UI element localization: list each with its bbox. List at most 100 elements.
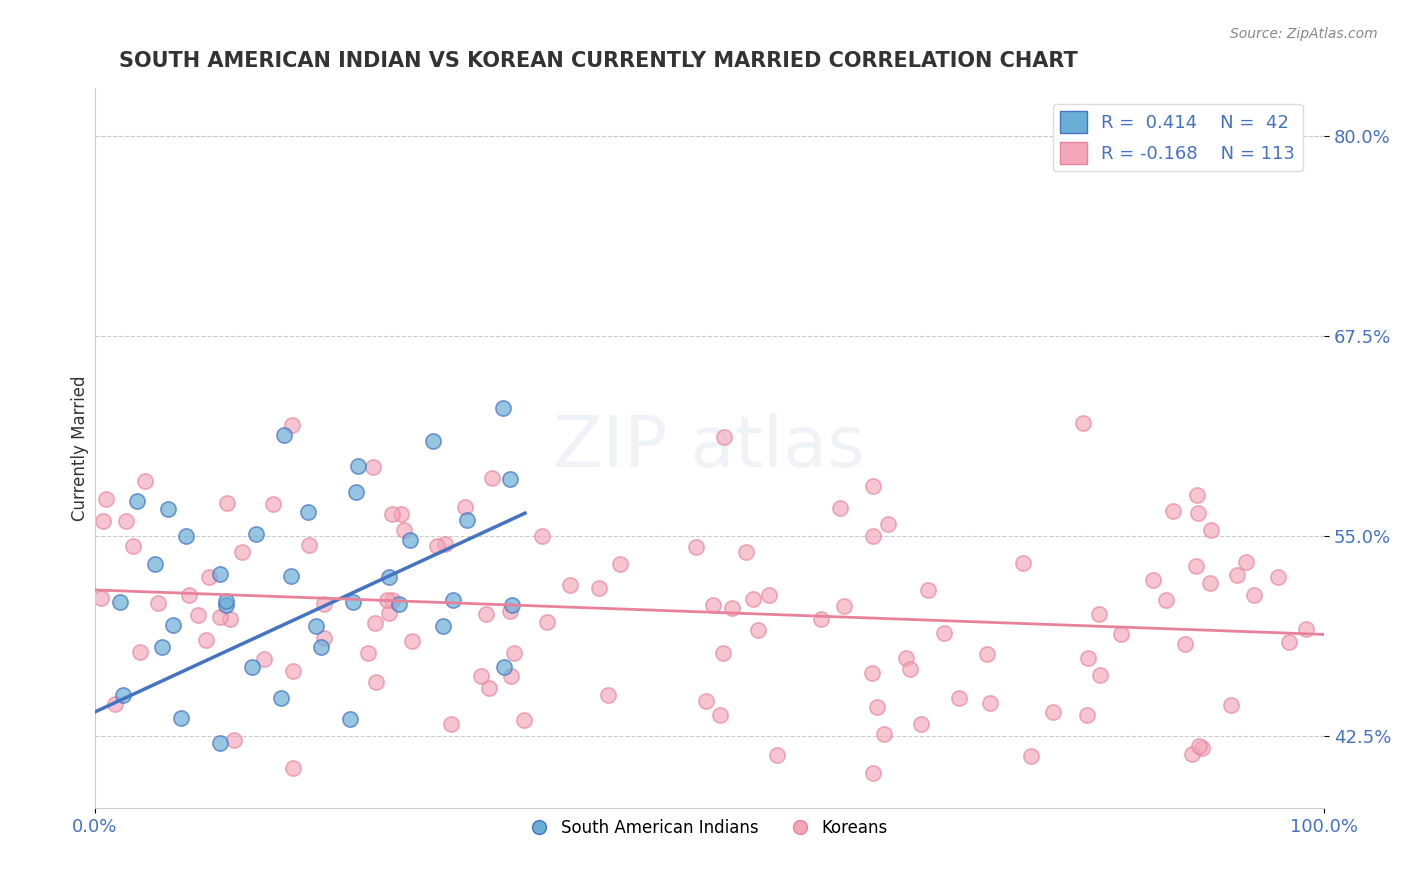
Koreans [91, 514, 114, 528]
Koreans [1187, 506, 1209, 520]
Koreans [357, 646, 380, 660]
Y-axis label: Currently Married: Currently Married [72, 376, 89, 521]
Koreans [499, 604, 522, 618]
Text: Source: ZipAtlas.com: Source: ZipAtlas.com [1230, 27, 1378, 41]
Koreans [364, 615, 387, 630]
Koreans [709, 707, 731, 722]
South American Indians [170, 711, 193, 725]
Koreans [381, 507, 404, 521]
Koreans [1191, 741, 1213, 756]
Koreans [146, 596, 169, 610]
Koreans [1161, 504, 1184, 518]
Koreans [876, 517, 898, 532]
Koreans [979, 696, 1001, 710]
South American Indians [245, 527, 267, 541]
Koreans [1142, 573, 1164, 587]
Koreans [758, 589, 780, 603]
South American Indians [344, 485, 367, 500]
South American Indians [93, 860, 115, 874]
South American Indians [441, 592, 464, 607]
Koreans [1199, 523, 1222, 537]
Koreans [394, 523, 416, 537]
Koreans [1226, 568, 1249, 582]
Koreans [217, 496, 239, 510]
South American Indians [157, 502, 180, 516]
Koreans [898, 662, 921, 676]
Koreans [474, 607, 496, 621]
Koreans [536, 615, 558, 630]
Koreans [389, 507, 412, 521]
Koreans [1090, 668, 1112, 682]
Koreans [910, 717, 932, 731]
Koreans [1181, 747, 1204, 761]
South American Indians [309, 640, 332, 655]
Koreans [810, 612, 832, 626]
Koreans [1187, 488, 1209, 502]
Koreans [862, 529, 884, 543]
Koreans [894, 650, 917, 665]
South American Indians [388, 597, 411, 611]
South American Indians [215, 598, 238, 612]
South American Indians [297, 505, 319, 519]
South American Indians [108, 595, 131, 609]
South American Indians [215, 593, 238, 607]
Koreans [588, 581, 610, 595]
South American Indians [280, 569, 302, 583]
Koreans [231, 545, 253, 559]
South American Indians [342, 595, 364, 609]
Koreans [1278, 635, 1301, 649]
Koreans [481, 471, 503, 485]
Koreans [253, 651, 276, 665]
Koreans [747, 623, 769, 637]
Koreans [830, 501, 852, 516]
Text: ZIP atlas: ZIP atlas [554, 414, 865, 483]
Koreans [198, 570, 221, 584]
Koreans [179, 588, 201, 602]
Koreans [364, 674, 387, 689]
Koreans [948, 691, 970, 706]
Koreans [1220, 698, 1243, 713]
Koreans [560, 578, 582, 592]
South American Indians [104, 822, 127, 837]
South American Indians [163, 863, 186, 878]
Koreans [1188, 739, 1211, 753]
South American Indians [432, 618, 454, 632]
Koreans [713, 430, 735, 444]
Koreans [122, 539, 145, 553]
Koreans [932, 625, 955, 640]
South American Indians [492, 659, 515, 673]
Koreans [609, 557, 631, 571]
Koreans [281, 417, 304, 432]
Legend: South American Indians, Koreans: South American Indians, Koreans [524, 812, 894, 843]
Koreans [440, 717, 463, 731]
South American Indians [492, 401, 515, 415]
Koreans [503, 646, 526, 660]
Koreans [530, 528, 553, 542]
Koreans [1076, 708, 1098, 723]
Koreans [862, 478, 884, 492]
Koreans [314, 597, 336, 611]
Koreans [1234, 555, 1257, 569]
Koreans [134, 475, 156, 489]
Koreans [596, 688, 619, 702]
Koreans [94, 491, 117, 506]
South American Indians [422, 434, 444, 448]
Koreans [695, 694, 717, 708]
South American Indians [270, 691, 292, 706]
South American Indians [162, 618, 184, 632]
South American Indians [209, 566, 232, 581]
Koreans [976, 647, 998, 661]
Koreans [873, 727, 896, 741]
Koreans [734, 545, 756, 559]
Koreans [433, 537, 456, 551]
Koreans [208, 610, 231, 624]
Koreans [860, 666, 883, 681]
Koreans [766, 747, 789, 762]
Koreans [194, 632, 217, 647]
Koreans [1267, 570, 1289, 584]
Koreans [1174, 637, 1197, 651]
Koreans [862, 765, 884, 780]
Koreans [711, 646, 734, 660]
Koreans [513, 713, 536, 727]
Koreans [90, 591, 112, 606]
